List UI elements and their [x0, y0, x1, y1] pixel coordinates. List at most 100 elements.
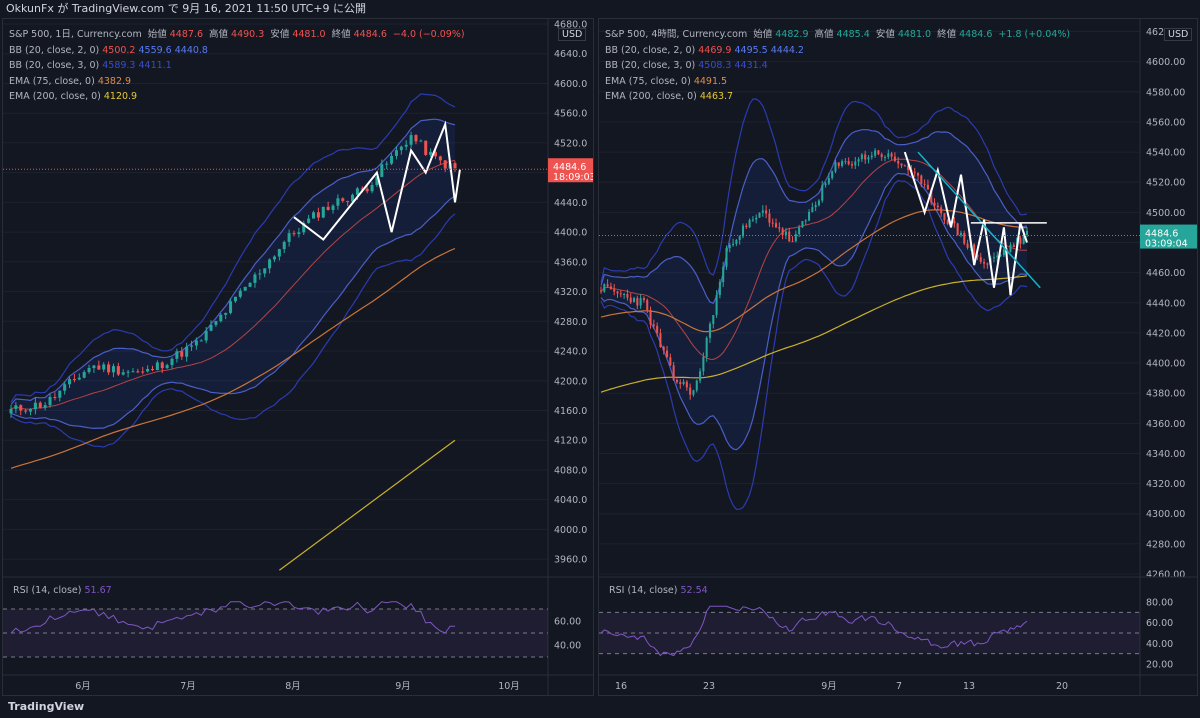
daily-currency-badge[interactable]: USD	[558, 28, 587, 41]
y-tick-label: 4640.0	[554, 49, 587, 60]
last-price-tag	[548, 158, 593, 183]
candle-body	[999, 255, 1002, 257]
y-tick-label: 4420.00	[1146, 328, 1185, 339]
candle-body	[946, 220, 949, 224]
bb2-upper-line	[10, 118, 456, 405]
bb3-upper-line	[600, 98, 1028, 283]
bb2-lower-line	[10, 195, 456, 430]
y-tick-label: 4400.00	[1146, 359, 1185, 370]
candle-body	[433, 151, 437, 157]
candle-body	[877, 150, 880, 155]
candle-body	[380, 164, 384, 177]
daily-rsi-legend[interactable]: RSI (14, close) 51.67	[13, 585, 112, 596]
daily-chart-panel[interactable]: 3960.0 4000.0 4040.0 4080.0 4120.0 4160.0 4200…	[2, 18, 594, 696]
x-tick-label: 7	[896, 681, 902, 692]
candle-body	[973, 244, 976, 255]
candle-body	[1012, 244, 1015, 248]
candle-body	[272, 256, 276, 260]
h4-ohlc-line: S&P 500, 4時間, Currency.com 始値 4482.9 高値 44…	[605, 27, 1073, 43]
daily-symbol-title[interactable]: S&P 500, 1日, Currency.com	[9, 29, 142, 40]
indicator-name: BB (20, close, 3, 0)	[605, 60, 696, 71]
x-tick-label: 9月	[395, 681, 411, 692]
candle-body	[160, 362, 164, 369]
indicator-value: 4431.4	[734, 60, 768, 71]
candle-body	[150, 368, 155, 371]
h4-ema200-legend[interactable]: EMA (200, close, 0) 4463.7	[605, 89, 1073, 105]
candle-body	[619, 293, 622, 295]
y-tick-label: 4560.0	[554, 109, 587, 120]
indicator-name: EMA (75, close, 0)	[9, 75, 95, 87]
low-label: 安値	[875, 29, 895, 40]
h4-bb3-legend[interactable]: BB (20, close, 3, 0) 4508.3 4431.4	[605, 58, 1073, 74]
y-tick-label: 4280.00	[1146, 539, 1185, 550]
candle-body	[692, 390, 695, 395]
daily-bb3-legend[interactable]: BB (20, close, 3, 0) 4589.3 4411.1	[9, 58, 468, 74]
open-label: 始値	[147, 29, 167, 40]
high-value: 4490.3	[231, 29, 265, 40]
indicator-value: 4495.5	[734, 44, 768, 56]
candle-body	[827, 177, 830, 184]
candle-body	[623, 294, 626, 296]
y-tick-label: 3960.0	[554, 555, 587, 566]
candle-body	[277, 249, 281, 257]
candle-body	[394, 150, 398, 156]
candle-body	[606, 284, 609, 287]
candle-body	[209, 324, 213, 331]
h4-ema75-legend[interactable]: EMA (75, close, 0) 4491.5	[605, 74, 1073, 90]
candle-body	[864, 154, 867, 160]
candle-body	[355, 188, 359, 195]
candle-body	[609, 286, 612, 290]
candle-body	[185, 346, 189, 357]
tradingview-logo[interactable]: TradingView	[8, 700, 85, 713]
daily-ema75-legend[interactable]: EMA (75, close, 0) 4382.9	[9, 74, 468, 90]
indicator-value: 4440.8	[174, 44, 208, 56]
candle-body	[43, 405, 47, 408]
y-tick-label: 4600.00	[1146, 57, 1185, 68]
candle-body	[705, 337, 708, 357]
h4-bb2-legend[interactable]: BB (20, close, 2, 0) 4469.9 4495.5 4444.2	[605, 43, 1073, 59]
candle-body	[229, 301, 233, 313]
candle-body	[136, 371, 140, 373]
candle-body	[1002, 249, 1005, 256]
daily-ema200-legend[interactable]: EMA (200, close, 0) 4120.9	[9, 89, 468, 105]
candle-body	[424, 140, 428, 155]
h4-chart-svg[interactable]: 4260.00 4280.00 4300.00 4320.00 4340.00 4360.…	[599, 19, 1197, 695]
ema75-line	[600, 209, 1028, 333]
candle-body	[311, 212, 316, 219]
candle-body	[126, 371, 130, 373]
x-tick-label: 23	[703, 681, 715, 692]
candle-body	[121, 372, 125, 375]
h4-currency-badge[interactable]: USD	[1164, 28, 1193, 41]
candle-body	[233, 296, 237, 302]
daily-bb2-legend[interactable]: BB (20, close, 2, 0) 4500.2 4559.6 4440.8	[9, 43, 468, 59]
candle-body	[887, 153, 890, 158]
bb-basis-line	[10, 159, 456, 410]
bb3-lower-line	[600, 179, 1028, 511]
candle-body	[765, 210, 768, 214]
y-tick-label: 4600.0	[554, 79, 587, 90]
candle-body	[224, 312, 228, 315]
daily-chart-svg[interactable]: 3960.0 4000.0 4040.0 4080.0 4120.0 4160.0 4200…	[3, 19, 593, 695]
candle-body	[735, 239, 738, 244]
h4-symbol-title[interactable]: S&P 500, 4時間, Currency.com	[605, 29, 748, 40]
candle-body	[728, 245, 731, 248]
last-price-value: 4484.6	[553, 162, 586, 173]
y-tick-label: 4400.0	[554, 228, 587, 239]
last-price-value: 4484.6	[1145, 229, 1178, 240]
h4-chart-panel[interactable]: 4260.00 4280.00 4300.00 4320.00 4340.00 4360.…	[598, 18, 1198, 696]
candle-body	[943, 213, 946, 221]
h4-rsi-legend[interactable]: RSI (14, close) 52.54	[609, 585, 708, 596]
candle-body	[82, 372, 86, 378]
candle-body	[745, 225, 748, 228]
candle-body	[414, 135, 418, 142]
candle-body	[821, 185, 824, 201]
candle-body	[788, 231, 791, 242]
candle-body	[791, 241, 794, 243]
candle-body	[613, 289, 616, 292]
candle-body	[258, 273, 262, 275]
candle-body	[131, 371, 135, 373]
candle-body	[666, 350, 669, 358]
candle-body	[87, 368, 91, 373]
candle-body	[718, 282, 721, 296]
rsi-tick-label: 40.00	[554, 641, 581, 652]
